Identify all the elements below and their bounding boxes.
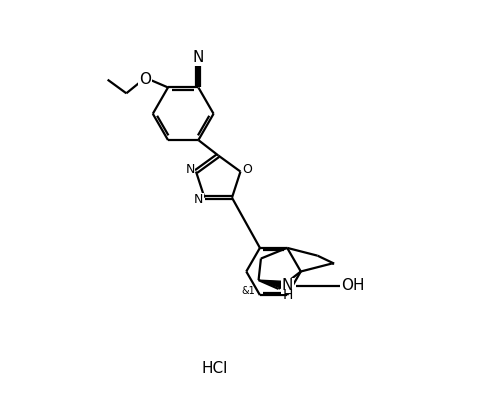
Text: OH: OH — [341, 278, 365, 293]
Text: H: H — [282, 288, 293, 302]
Text: N: N — [186, 163, 195, 176]
Text: N: N — [194, 193, 203, 206]
Text: N: N — [192, 50, 204, 65]
Text: &1: &1 — [241, 286, 255, 296]
Text: N: N — [282, 278, 293, 293]
Polygon shape — [259, 280, 283, 288]
Text: O: O — [139, 72, 151, 87]
Text: O: O — [243, 163, 252, 176]
Text: HCl: HCl — [201, 361, 227, 376]
